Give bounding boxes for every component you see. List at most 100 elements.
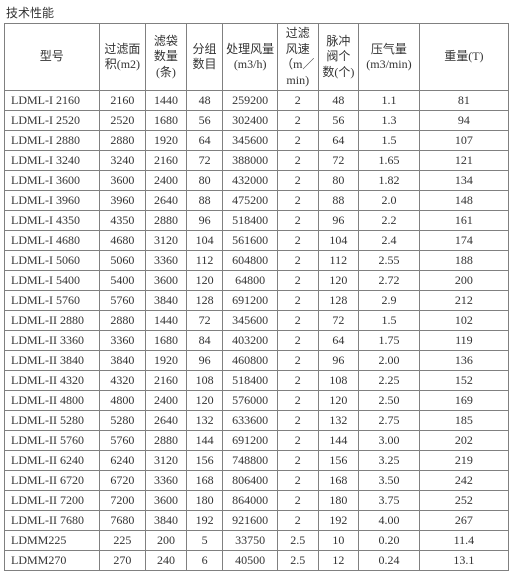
table-cell: LDML-I 4680 bbox=[5, 231, 100, 251]
table-cell: 691200 bbox=[223, 291, 278, 311]
table-cell: 200 bbox=[419, 271, 508, 291]
table-cell: 2 bbox=[277, 491, 318, 511]
table-cell: 2 bbox=[277, 311, 318, 331]
table-row: LDML-II 336033601680844032002641.75119 bbox=[5, 331, 509, 351]
table-cell: 270 bbox=[99, 551, 145, 571]
table-cell: 388000 bbox=[223, 151, 278, 171]
table-cell: 144 bbox=[318, 431, 359, 451]
table-row: LDML-I 57605760384012869120021282.9212 bbox=[5, 291, 509, 311]
table-cell: 120 bbox=[186, 271, 223, 291]
table-row: LDML-II 57605760288014469120021443.00202 bbox=[5, 431, 509, 451]
table-cell: 2.9 bbox=[359, 291, 420, 311]
table-cell: 112 bbox=[186, 251, 223, 271]
table-cell: 2.5 bbox=[277, 531, 318, 551]
table-cell: 188 bbox=[419, 251, 508, 271]
table-cell: 180 bbox=[318, 491, 359, 511]
table-cell: 2 bbox=[277, 131, 318, 151]
table-cell: 6 bbox=[186, 551, 223, 571]
table-cell: 748800 bbox=[223, 451, 278, 471]
table-cell: 2160 bbox=[146, 151, 187, 171]
table-cell: 2 bbox=[277, 371, 318, 391]
table-cell: 302400 bbox=[223, 111, 278, 131]
table-cell: 1.65 bbox=[359, 151, 420, 171]
table-cell: 168 bbox=[318, 471, 359, 491]
table-cell: 1920 bbox=[146, 351, 187, 371]
table-cell: 1.5 bbox=[359, 311, 420, 331]
table-cell: 33750 bbox=[223, 531, 278, 551]
table-cell: 2640 bbox=[146, 411, 187, 431]
table-cell: 633600 bbox=[223, 411, 278, 431]
table-cell: 2.55 bbox=[359, 251, 420, 271]
table-row: LDML-II 384038401920964608002962.00136 bbox=[5, 351, 509, 371]
table-cell: 4800 bbox=[99, 391, 145, 411]
table-cell: 219 bbox=[419, 451, 508, 471]
table-cell: LDML-I 5760 bbox=[5, 291, 100, 311]
table-cell: 72 bbox=[186, 311, 223, 331]
table-cell: 518400 bbox=[223, 371, 278, 391]
table-cell: 2160 bbox=[146, 371, 187, 391]
table-cell: LDML-II 4800 bbox=[5, 391, 100, 411]
table-cell: 1.1 bbox=[359, 91, 420, 111]
table-cell: 11.4 bbox=[419, 531, 508, 551]
table-cell: 7680 bbox=[99, 511, 145, 531]
table-cell: 120 bbox=[318, 391, 359, 411]
table-cell: 40500 bbox=[223, 551, 278, 571]
table-cell: LDML-I 3600 bbox=[5, 171, 100, 191]
table-cell: 108 bbox=[318, 371, 359, 391]
table-cell: 132 bbox=[318, 411, 359, 431]
table-cell: LDML-I 2880 bbox=[5, 131, 100, 151]
table-cell: LDML-II 5760 bbox=[5, 431, 100, 451]
table-cell: 169 bbox=[419, 391, 508, 411]
table-cell: 403200 bbox=[223, 331, 278, 351]
table-cell: 161 bbox=[419, 211, 508, 231]
table-cell: 1.3 bbox=[359, 111, 420, 131]
table-cell: 267 bbox=[419, 511, 508, 531]
table-cell: 72 bbox=[318, 311, 359, 331]
table-cell: 102 bbox=[419, 311, 508, 331]
table-cell: 2520 bbox=[99, 111, 145, 131]
table-cell: 2 bbox=[277, 471, 318, 491]
table-cell: 1.75 bbox=[359, 331, 420, 351]
table-cell: 81 bbox=[419, 91, 508, 111]
table-header-row: 型号 过滤面积(m2) 滤袋数量(条) 分组数目 处理风量(m3/h) 过滤风速… bbox=[5, 24, 509, 91]
table-cell: 2 bbox=[277, 191, 318, 211]
table-cell: 806400 bbox=[223, 471, 278, 491]
table-cell: LDML-II 3360 bbox=[5, 331, 100, 351]
table-row: LDML-II 62406240312015674880021563.25219 bbox=[5, 451, 509, 471]
table-cell: 561600 bbox=[223, 231, 278, 251]
table-cell: 3600 bbox=[146, 491, 187, 511]
table-cell: 2 bbox=[277, 411, 318, 431]
table-cell: 144 bbox=[186, 431, 223, 451]
table-cell: 5760 bbox=[99, 291, 145, 311]
table-cell: 96 bbox=[318, 211, 359, 231]
table-cell: 2.75 bbox=[359, 411, 420, 431]
table-cell: 7200 bbox=[99, 491, 145, 511]
table-cell: 2 bbox=[277, 511, 318, 531]
table-row: LDML-II 288028801440723456002721.5102 bbox=[5, 311, 509, 331]
table-cell: 156 bbox=[318, 451, 359, 471]
col-header-filter-area: 过滤面积(m2) bbox=[99, 24, 145, 91]
table-cell: 2 bbox=[277, 171, 318, 191]
table-cell: 2.2 bbox=[359, 211, 420, 231]
table-cell: 3960 bbox=[99, 191, 145, 211]
table-cell: 48 bbox=[186, 91, 223, 111]
table-row: LDMM2252252005337502.5100.2011.4 bbox=[5, 531, 509, 551]
table-cell: 84 bbox=[186, 331, 223, 351]
table-cell: 864000 bbox=[223, 491, 278, 511]
table-cell: LDML-II 6720 bbox=[5, 471, 100, 491]
col-header-model: 型号 bbox=[5, 24, 100, 91]
table-cell: 107 bbox=[419, 131, 508, 151]
table-cell: 345600 bbox=[223, 131, 278, 151]
table-cell: 48 bbox=[318, 91, 359, 111]
col-header-pulse-valves: 脉冲阀个数(个) bbox=[318, 24, 359, 91]
table-cell: 1.5 bbox=[359, 131, 420, 151]
table-body: LDML-I 216021601440482592002481.181LDML-… bbox=[5, 91, 509, 571]
table-cell: 6720 bbox=[99, 471, 145, 491]
table-cell: 2 bbox=[277, 251, 318, 271]
table-cell: 72 bbox=[186, 151, 223, 171]
table-cell: 148 bbox=[419, 191, 508, 211]
table-row: LDML-II 76807680384019292160021924.00267 bbox=[5, 511, 509, 531]
table-cell: 2.4 bbox=[359, 231, 420, 251]
table-cell: 921600 bbox=[223, 511, 278, 531]
table-cell: 96 bbox=[186, 351, 223, 371]
